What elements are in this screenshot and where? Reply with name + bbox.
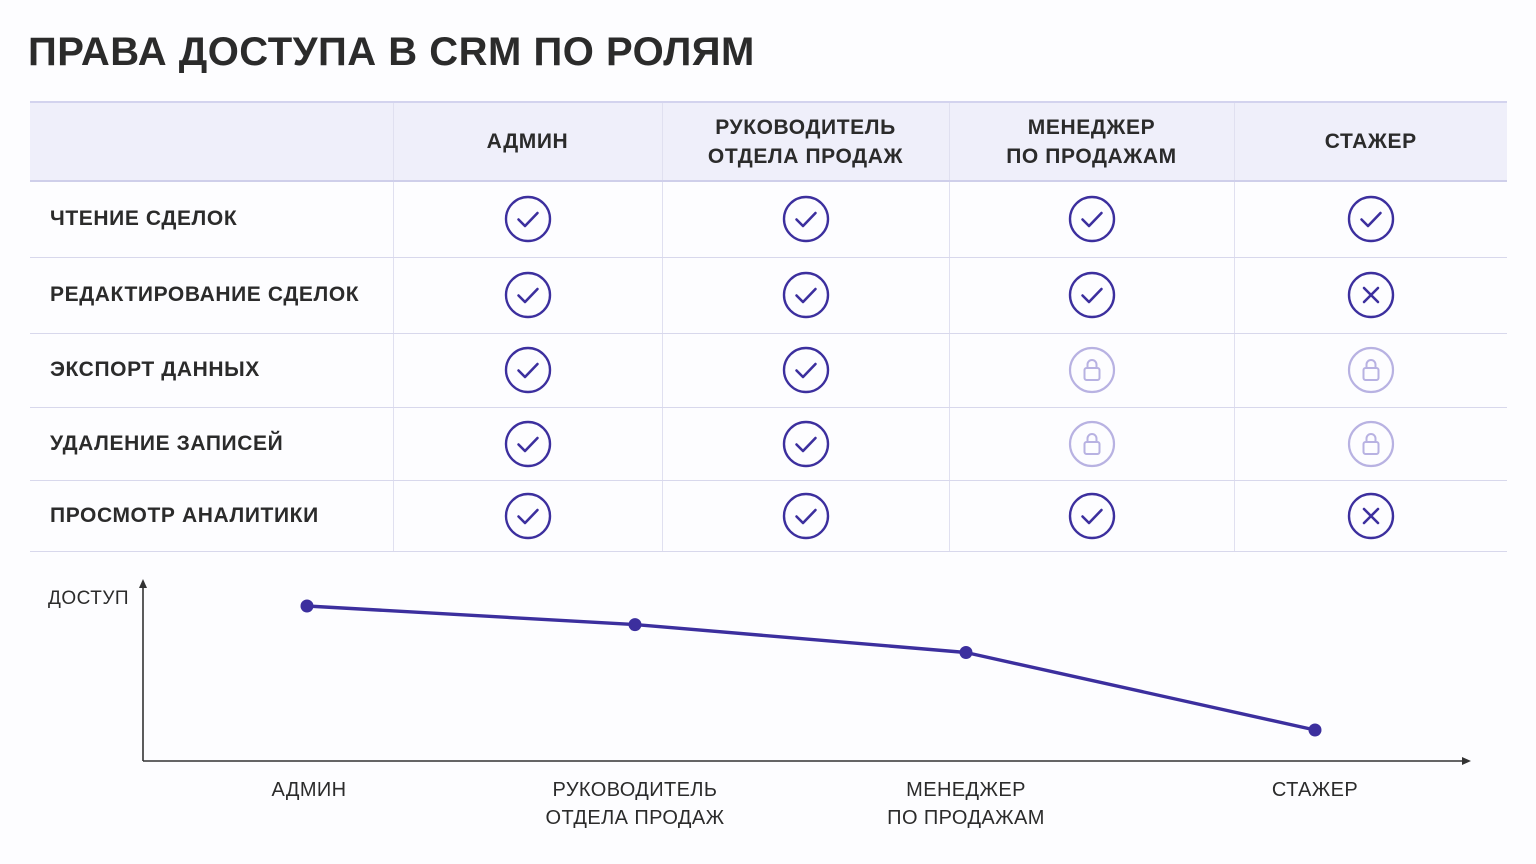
check-icon	[504, 492, 551, 539]
lock-icon	[1068, 346, 1115, 394]
permission-cell	[661, 480, 949, 552]
check-icon	[504, 346, 551, 394]
permission-label: ЧТЕНИЕ СДЕЛОК	[30, 181, 393, 258]
permission-cell	[392, 407, 662, 481]
y-axis-label: ДОСТУП	[48, 588, 129, 609]
permission-cell	[1233, 257, 1507, 334]
role-header-line: МЕНЕДЖЕР	[1027, 115, 1156, 139]
permission-cell	[948, 181, 1234, 258]
check-icon	[1068, 492, 1115, 539]
x-axis-arrow	[1462, 757, 1471, 765]
x-tick-label: АДМИН	[271, 779, 346, 801]
permission-cell	[948, 407, 1234, 481]
check-icon	[1347, 196, 1394, 243]
table-row: ПРОСМОТР АНАЛИТИКИ	[30, 480, 1507, 552]
lock-icon	[1068, 420, 1115, 467]
permission-label: ПРОСМОТР АНАЛИТИКИ	[30, 480, 393, 552]
check-icon	[782, 346, 829, 394]
role-header-line: ОТДЕЛА ПРОДАЖ	[707, 144, 904, 168]
permission-cell	[661, 333, 949, 408]
table-row: ЭКСПОРТ ДАННЫХ	[30, 333, 1507, 408]
permission-cell	[392, 333, 662, 408]
role-header: АДМИН	[392, 101, 662, 182]
lock-icon	[1347, 420, 1394, 467]
permission-cell	[948, 480, 1234, 552]
table-row: УДАЛЕНИЕ ЗАПИСЕЙ	[30, 407, 1507, 481]
lock-icon	[1347, 346, 1394, 394]
x-tick-label: ОТДЕЛА ПРОДАЖ	[546, 807, 725, 829]
role-header: РУКОВОДИТЕЛЬ ОТДЕЛА ПРОДАЖ	[661, 101, 949, 182]
close-icon	[1347, 492, 1394, 539]
check-icon	[782, 492, 829, 539]
x-tick-label: ПО ПРОДАЖАМ	[887, 807, 1045, 829]
page-title: ПРАВА ДОСТУПА В CRM ПО РОЛЯМ	[28, 30, 755, 74]
check-icon	[782, 420, 829, 467]
permission-cell	[1233, 480, 1507, 552]
permission-cell	[1233, 407, 1507, 481]
role-header: МЕНЕДЖЕР ПО ПРОДАЖАМ	[948, 101, 1234, 182]
permission-label: УДАЛЕНИЕ ЗАПИСЕЙ	[30, 407, 393, 481]
check-icon	[504, 420, 551, 467]
table-row: РЕДАКТИРОВАНИЕ СДЕЛОК	[30, 257, 1507, 334]
x-tick-label: СТАЖЕР	[1272, 779, 1358, 801]
role-header: СТАЖЕР	[1233, 101, 1507, 182]
access-chart: ДОСТУП АДМИН РУКОВОДИТЕЛЬ ОТДЕЛА ПРОДАЖ МЕНЕ…	[0, 560, 1536, 860]
check-icon	[1068, 196, 1115, 243]
permissions-body: ЧТЕНИЕ СДЕЛОК РЕДАКТИРОВАНИЕ СДЕЛОК ЭКСПОР…	[30, 181, 1507, 552]
permission-cell	[1233, 333, 1507, 408]
x-tick-label: МЕНЕДЖЕР	[906, 779, 1026, 801]
close-icon	[1347, 271, 1394, 319]
data-point	[300, 599, 314, 613]
permission-label: РЕДАКТИРОВАНИЕ СДЕЛОК	[30, 257, 393, 334]
permission-cell	[948, 257, 1234, 334]
x-tick-label: РУКОВОДИТЕЛЬ	[553, 779, 718, 801]
role-header-line: СТАЖЕР	[1324, 130, 1417, 153]
data-point	[1308, 723, 1322, 737]
check-icon	[1068, 271, 1115, 319]
check-icon	[782, 196, 829, 243]
permissions-table: АДМИН РУКОВОДИТЕЛЬ ОТДЕЛА ПРОДАЖ МЕНЕДЖЕ…	[30, 101, 1507, 552]
role-header-line: АДМИН	[486, 130, 569, 153]
table-header-row: АДМИН РУКОВОДИТЕЛЬ ОТДЕЛА ПРОДАЖ МЕНЕДЖЕ…	[30, 101, 1507, 182]
check-icon	[504, 271, 551, 319]
permission-cell	[392, 257, 662, 334]
data-point	[628, 618, 642, 632]
permission-cell	[948, 333, 1234, 408]
permission-label: ЭКСПОРТ ДАННЫХ	[30, 333, 393, 408]
role-header-line: РУКОВОДИТЕЛЬ	[715, 115, 896, 139]
check-icon	[504, 196, 551, 243]
permission-cell	[392, 181, 662, 258]
permission-cell	[661, 407, 949, 481]
corner-cell	[30, 101, 393, 182]
permission-cell	[661, 257, 949, 334]
table-row: ЧТЕНИЕ СДЕЛОК	[30, 181, 1507, 258]
permission-cell	[1233, 181, 1507, 258]
permission-cell	[661, 181, 949, 258]
data-point	[959, 646, 973, 659]
access-chart-svg: ДОСТУП АДМИН РУКОВОДИТЕЛЬ ОТДЕЛА ПРОДАЖ МЕНЕ…	[48, 579, 1471, 829]
series-line	[305, 604, 1317, 732]
permission-cell	[392, 480, 662, 552]
y-axis-arrow	[139, 579, 147, 588]
check-icon	[782, 271, 829, 319]
role-header-line: ПО ПРОДАЖАМ	[1006, 144, 1177, 168]
